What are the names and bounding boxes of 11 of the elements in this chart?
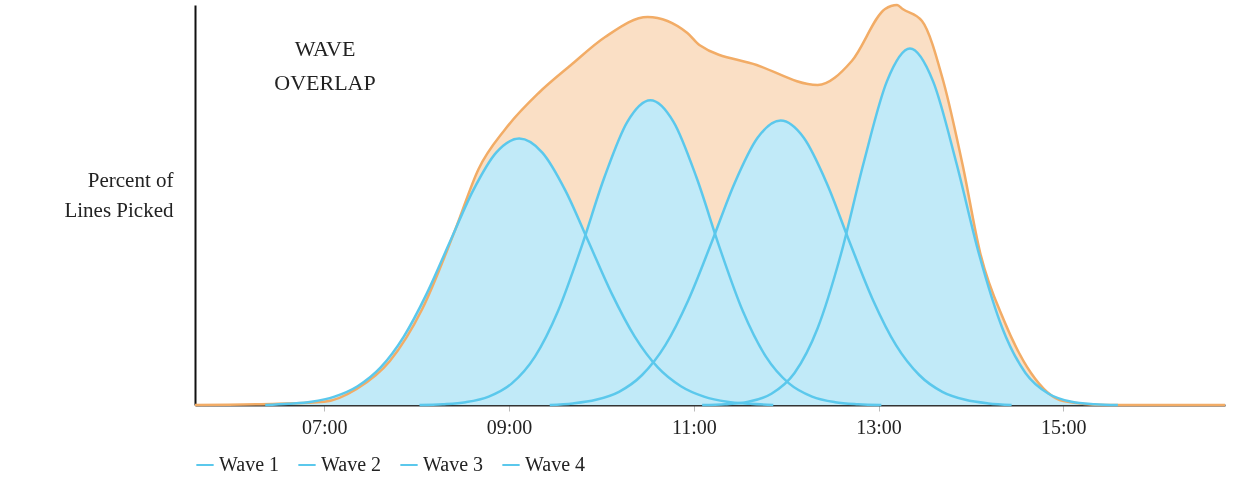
x-tick-label: 15:00 bbox=[1041, 415, 1087, 438]
text: WAVE OVERLAP bbox=[274, 36, 376, 95]
y-axis-title: Percent of Lines Picked bbox=[64, 167, 174, 222]
x-tick-label: 09:00 bbox=[486, 415, 533, 438]
x-tick-label: 11:00 bbox=[671, 415, 717, 438]
x-tick-label: 07:00 bbox=[302, 415, 348, 438]
x-tick-label: 13:00 bbox=[856, 415, 902, 438]
legend-label: Wave 4 bbox=[525, 453, 586, 475]
legend-label: Wave 2 bbox=[321, 453, 382, 475]
legend-label: Wave 3 bbox=[423, 453, 484, 475]
legend-label: Wave 1 bbox=[219, 453, 280, 475]
